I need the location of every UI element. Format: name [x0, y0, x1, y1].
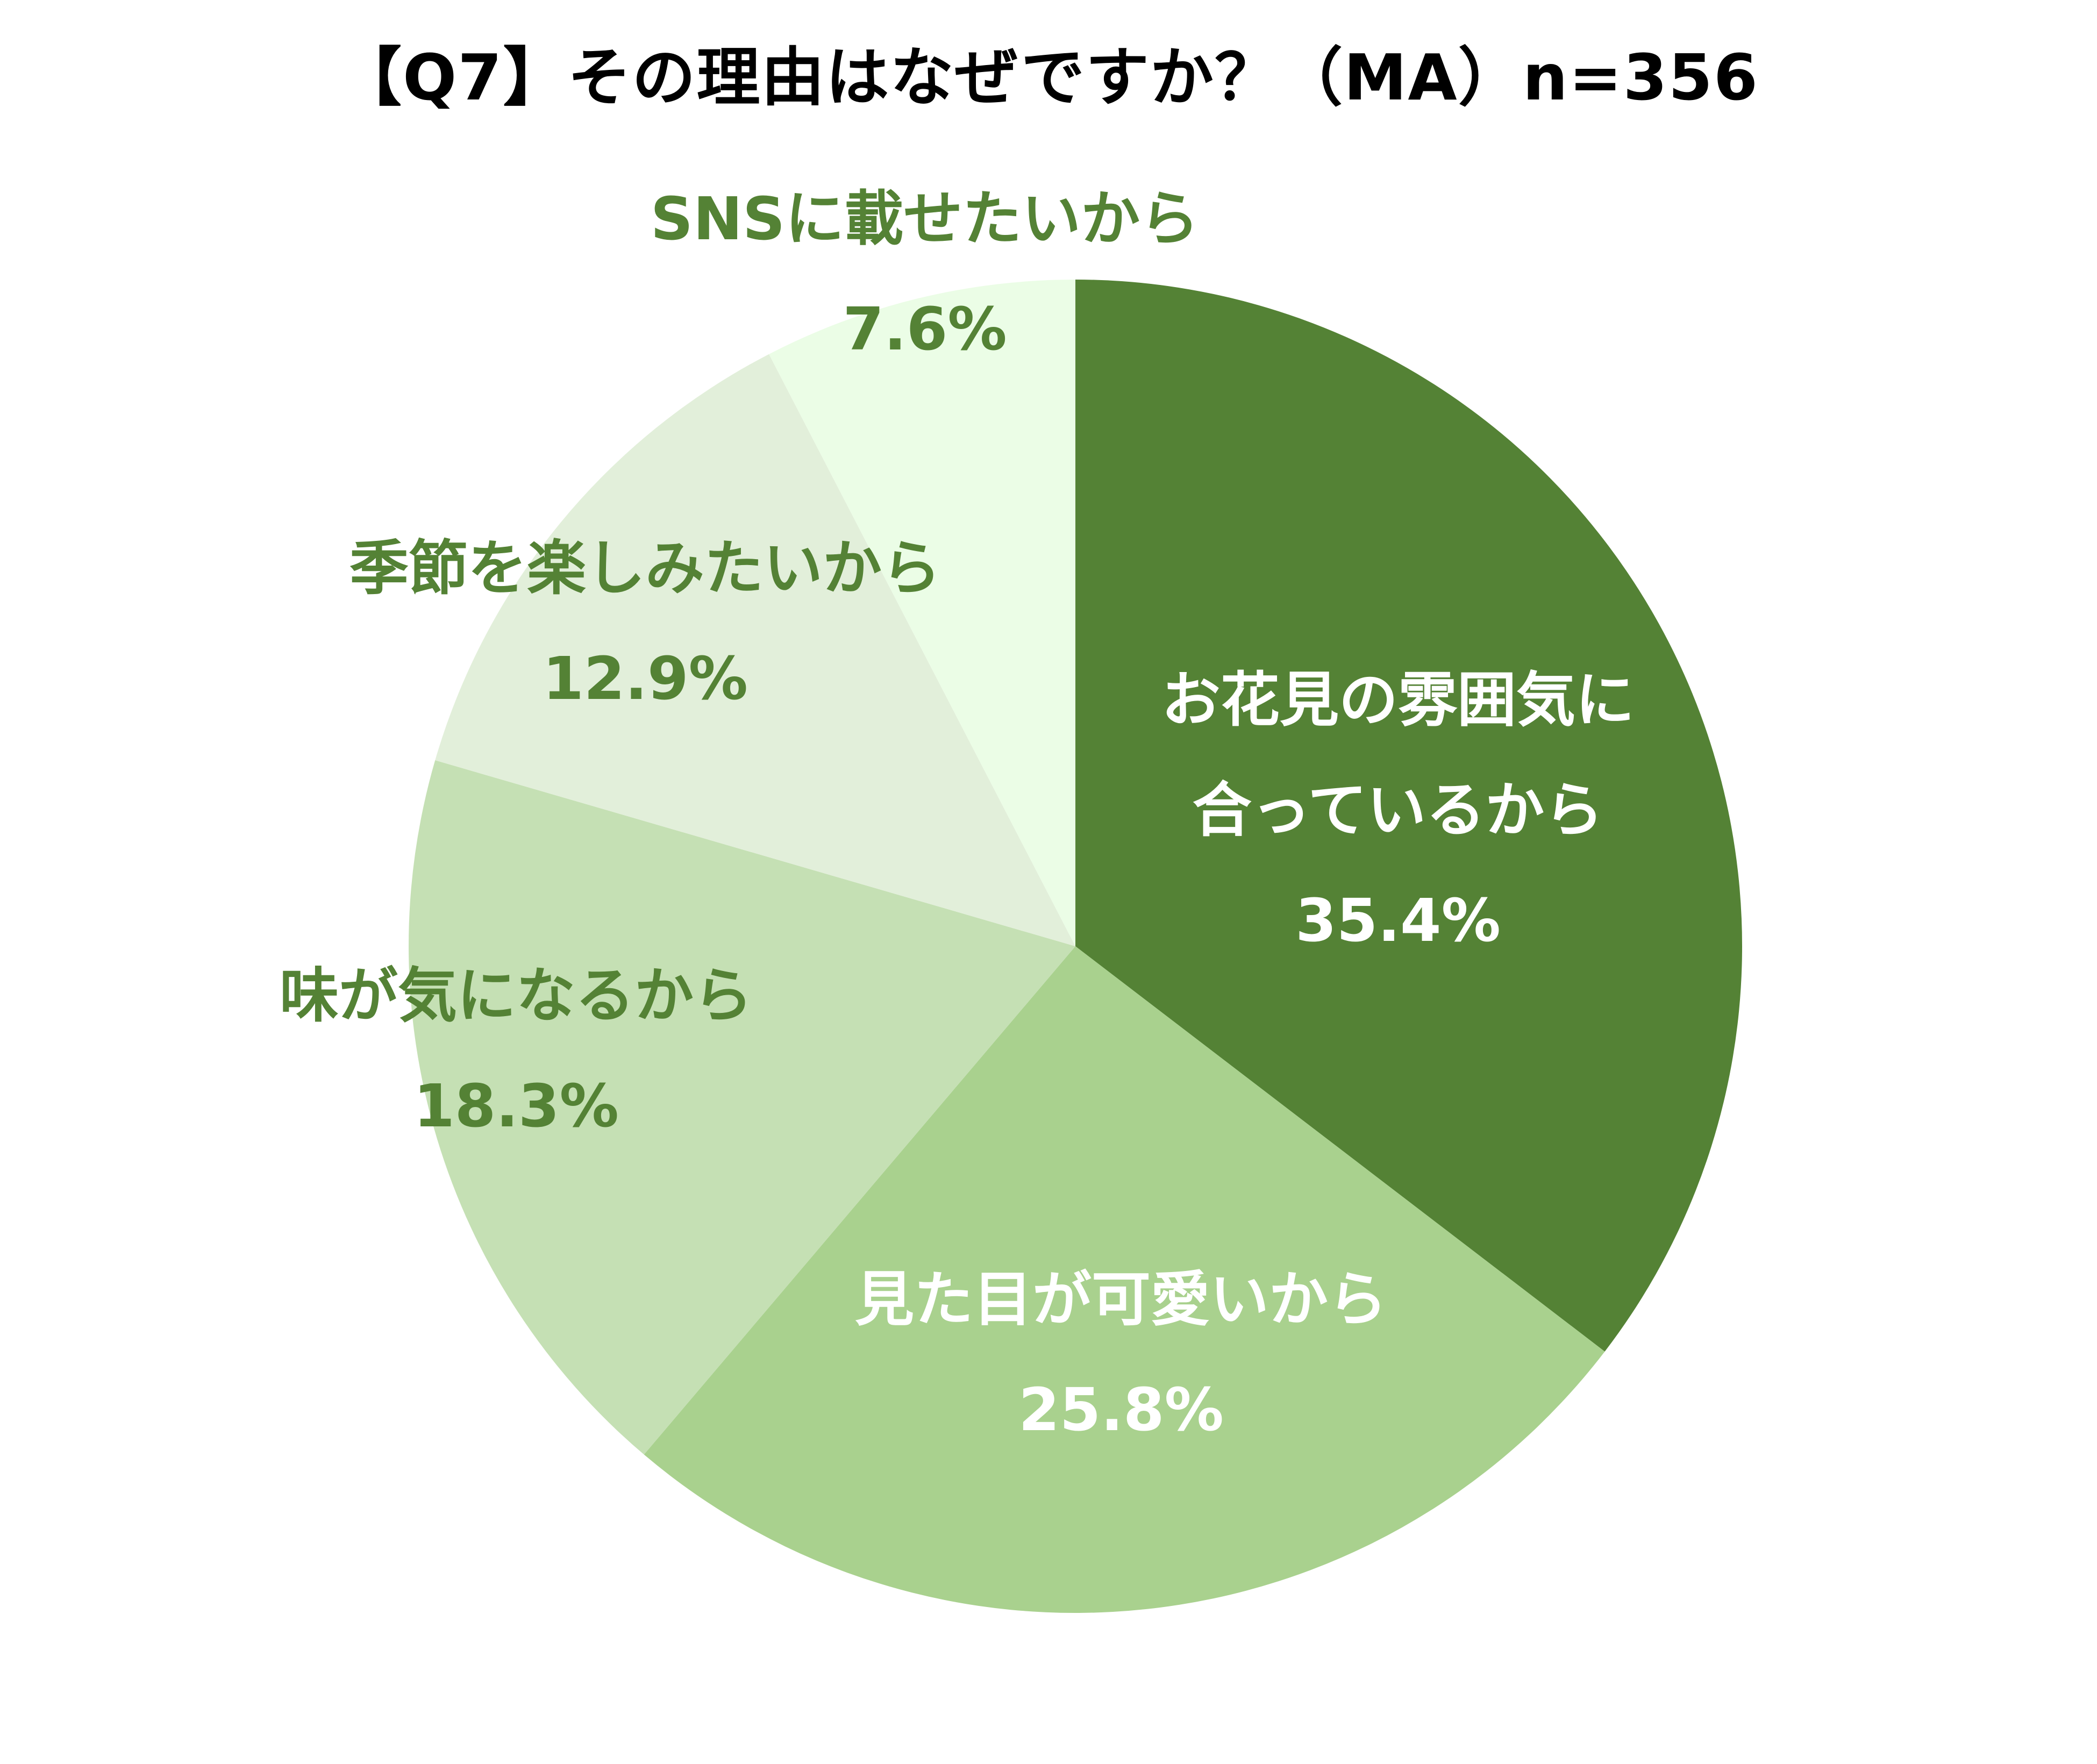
slice-label-5-line-1: SNSに載せたいから [651, 184, 1200, 253]
slice-label-4-line-1: 季節を楽しみたいから [350, 534, 941, 603]
chart-title: 【Q7】その理由はなぜですか？（MA）n=356 [338, 40, 1759, 115]
slice-value-label-2: 25.8% [1018, 1375, 1224, 1444]
pie-slice-5 [769, 280, 1075, 946]
pie-slice-2 [644, 946, 1605, 1613]
slice-label-1-line-2: 合っているから [1193, 776, 1604, 845]
slice-value-label-4: 12.9% [543, 644, 748, 713]
pie-slice-4 [435, 354, 1075, 947]
pie-slices [409, 280, 1742, 1613]
slice-label-2-line-1: 見た目が可愛いから [855, 1265, 1387, 1334]
slice-value-label-5: 7.6% [843, 295, 1007, 363]
pie-slice-1 [1075, 280, 1742, 1352]
pie-slice-3 [409, 760, 1076, 1455]
slice-value-label-3: 18.3% [413, 1072, 619, 1140]
slice-label-3-line-1: 味が気になるから [280, 961, 753, 1030]
slice-value-label-1: 35.4% [1295, 886, 1501, 955]
slice-label-1-line-1: お花見の雰囲気に [1161, 666, 1635, 734]
